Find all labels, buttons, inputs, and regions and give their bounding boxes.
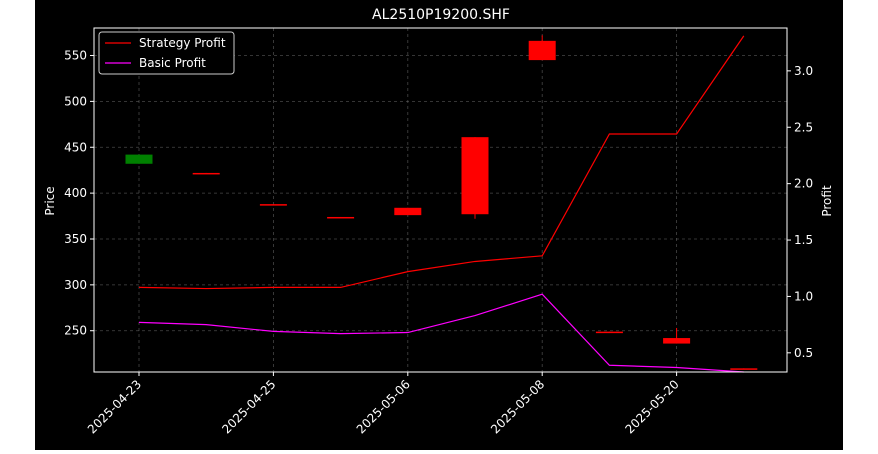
profit-lines bbox=[138, 35, 745, 373]
y-tick-label: 300 bbox=[64, 278, 87, 292]
chart-svg: AL2510P19200.SHF 250 300 350 400 450 500 550 0… bbox=[43, 7, 834, 436]
candle-body bbox=[461, 137, 489, 215]
candle-body bbox=[125, 154, 153, 164]
y-tick-label: 500 bbox=[64, 94, 87, 108]
candle-body bbox=[730, 368, 758, 370]
candle-body bbox=[192, 172, 220, 175]
candles bbox=[125, 35, 758, 370]
candle-body bbox=[663, 338, 691, 344]
grid bbox=[94, 28, 787, 372]
legend-label-basic: Basic Profit bbox=[139, 56, 206, 70]
x-axis: 2025-04-23 2025-04-25 2025-05-06 2025-05-08… bbox=[85, 372, 682, 436]
legend: Strategy Profit Basic Profit bbox=[98, 31, 235, 75]
candle-body bbox=[595, 331, 623, 334]
y-tick-label: 350 bbox=[64, 232, 87, 246]
y-tick-label: 550 bbox=[64, 49, 87, 63]
candle-body bbox=[528, 40, 556, 61]
x-tick-label: 2025-04-25 bbox=[219, 377, 278, 436]
y2-tick-label: 2.0 bbox=[794, 177, 813, 191]
legend-box bbox=[98, 31, 235, 75]
x-tick-label: 2025-05-20 bbox=[623, 377, 682, 436]
x-tick-label: 2025-04-23 bbox=[85, 377, 144, 436]
basic-profit-line bbox=[138, 293, 744, 373]
y2-axis-label: Profit bbox=[820, 185, 834, 217]
y2-tick-label: 0.5 bbox=[794, 346, 813, 360]
x-tick-label: 2025-05-08 bbox=[488, 377, 547, 436]
y2-tick-label: 3.0 bbox=[794, 64, 813, 78]
legend-label-strategy: Strategy Profit bbox=[139, 36, 226, 50]
chart-figure: AL2510P19200.SHF 250 300 350 400 450 500 550 0… bbox=[35, 0, 843, 450]
y2-tick-label: 2.5 bbox=[794, 120, 813, 134]
y-axis-right: 0.5 1.0 1.5 2.0 2.5 3.0 bbox=[787, 64, 813, 360]
y-axis-left: 250 300 350 400 450 500 550 bbox=[64, 49, 94, 338]
y-tick-label: 450 bbox=[64, 140, 87, 154]
y2-tick-label: 1.0 bbox=[794, 289, 813, 303]
candle-body bbox=[259, 204, 287, 206]
x-tick-label: 2025-05-06 bbox=[354, 377, 413, 436]
chart-title: AL2510P19200.SHF bbox=[372, 7, 510, 23]
y2-tick-label: 1.5 bbox=[794, 233, 813, 247]
y-tick-label: 400 bbox=[64, 186, 87, 200]
plot-frame bbox=[93, 27, 788, 373]
y-tick-label: 250 bbox=[64, 324, 87, 338]
y-axis-label: Price bbox=[43, 186, 57, 215]
strategy-profit-line bbox=[138, 35, 745, 290]
candle-body bbox=[327, 216, 355, 219]
candle-body bbox=[394, 207, 422, 216]
